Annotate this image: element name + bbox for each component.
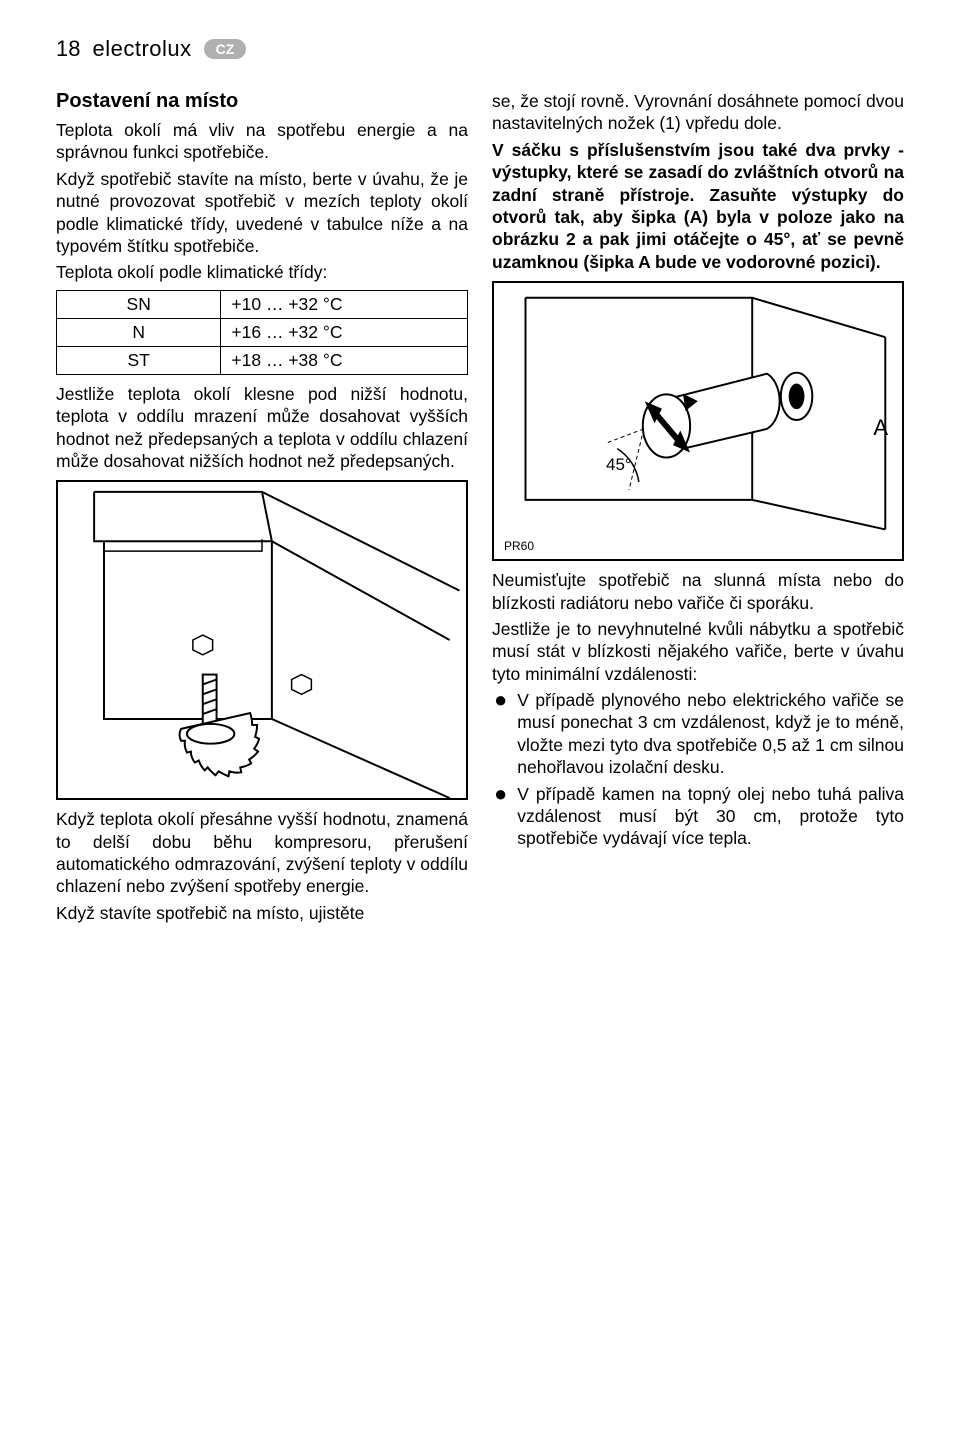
- left-column: Postavení na místo Teplota okolí má vliv…: [56, 90, 468, 928]
- table-cell: ST: [57, 346, 221, 374]
- spacer-stud-svg: [494, 283, 902, 559]
- figure-label-45: 45°: [606, 455, 632, 475]
- figure-adjustable-foot: [56, 480, 468, 800]
- paragraph: se, že stojí rovně. Vyrovnání dosáhnete …: [492, 90, 904, 135]
- paragraph: Když stavíte spotřebič na místo, ujistět…: [56, 902, 468, 924]
- paragraph: Jestliže teplota okolí klesne pod nižší …: [56, 383, 468, 473]
- paragraph: Teplota okolí má vliv na spotřebu energi…: [56, 119, 468, 164]
- page-header: 18 electrolux CZ: [56, 36, 904, 62]
- table-cell: +10 … +32 °C: [221, 290, 468, 318]
- list-item: ● V případě kamen na topný olej nebo tuh…: [492, 783, 904, 850]
- right-column: se, že stojí rovně. Vyrovnání dosáhnete …: [492, 90, 904, 928]
- table-row: N +16 … +32 °C: [57, 318, 468, 346]
- climate-class-table: SN +10 … +32 °C N +16 … +32 °C ST +18 … …: [56, 290, 468, 375]
- paragraph: Neumisťujte spotřebič na slunná místa ne…: [492, 569, 904, 614]
- paragraph: Jestliže je to nevyhnutelné kvůli nábytk…: [492, 618, 904, 685]
- page-number: 18: [56, 36, 80, 62]
- figure-spacer-stud: A 45° PR60: [492, 281, 904, 561]
- bullet-list: ● V případě plynového nebo elektrického …: [492, 689, 904, 850]
- list-item: ● V případě plynového nebo elektrického …: [492, 689, 904, 779]
- figure-label-A: A: [873, 415, 888, 441]
- table-row: ST +18 … +38 °C: [57, 346, 468, 374]
- table-row: SN +10 … +32 °C: [57, 290, 468, 318]
- table-cell: N: [57, 318, 221, 346]
- bullet-icon: ●: [494, 783, 507, 850]
- brand-name: electrolux: [92, 36, 191, 62]
- bullet-icon: ●: [494, 689, 507, 779]
- paragraph-bold: V sáčku s příslušenstvím jsou také dva p…: [492, 139, 904, 273]
- foot-diagram-svg: [58, 482, 466, 798]
- section-title: Postavení na místo: [56, 90, 468, 113]
- table-cell: +16 … +32 °C: [221, 318, 468, 346]
- list-item-text: V případě kamen na topný olej nebo tuhá …: [517, 783, 904, 850]
- content-columns: Postavení na místo Teplota okolí má vliv…: [56, 90, 904, 928]
- language-badge: CZ: [204, 39, 247, 59]
- figure-code: PR60: [504, 539, 534, 553]
- paragraph: Teplota okolí podle klimatické třídy:: [56, 261, 468, 283]
- list-item-text: V případě plynového nebo elektrického va…: [517, 689, 904, 779]
- table-cell: +18 … +38 °C: [221, 346, 468, 374]
- paragraph: Když spotřebič stavíte na místo, berte v…: [56, 168, 468, 258]
- paragraph: Když teplota okolí přesáhne vyšší hodnot…: [56, 808, 468, 898]
- table-cell: SN: [57, 290, 221, 318]
